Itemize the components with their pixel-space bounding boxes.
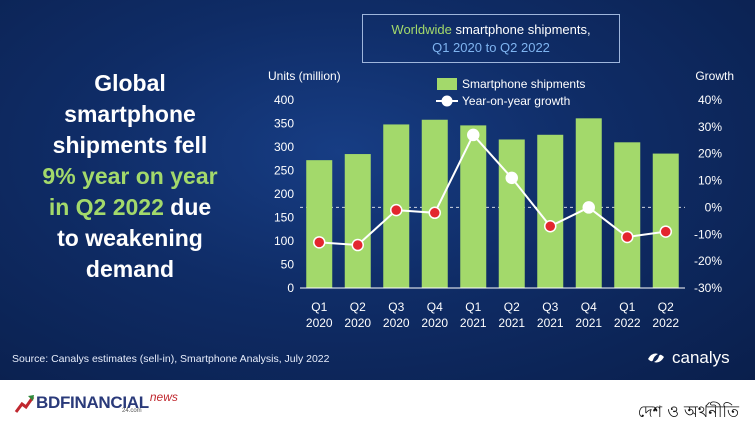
x-tick-label-quarter: Q3 — [388, 300, 404, 314]
right-tick-label: 20% — [698, 147, 722, 161]
x-tick-label-quarter: Q1 — [465, 300, 481, 314]
left-axis-title: Units (million) — [268, 69, 341, 83]
bar — [498, 139, 525, 288]
bdf-wordmark: BDFINANCIAL — [36, 393, 149, 412]
growth-point — [390, 203, 403, 217]
headline-highlight: 9% year on year — [42, 163, 218, 189]
right-tick-label: -30% — [694, 281, 722, 295]
left-tick-label: 200 — [274, 187, 294, 201]
x-tick-label-year: 2022 — [614, 316, 641, 330]
growth-point — [313, 236, 326, 249]
growth-point — [351, 238, 364, 252]
bar — [306, 160, 333, 288]
source-note: Source: Canalys estimates (sell-in), Sma… — [12, 353, 330, 365]
x-tick-label-year: 2020 — [421, 316, 448, 330]
right-axis-title: Growth — [695, 69, 734, 83]
right-tick-label: 0% — [705, 200, 723, 214]
chart-title-box: Worldwide smartphone shipments, Q1 2020 … — [362, 14, 620, 63]
x-tick-label-year: 2021 — [460, 316, 487, 330]
title-highlight: Worldwide — [391, 22, 452, 37]
x-tick-label-quarter: Q2 — [504, 300, 520, 314]
bar — [344, 154, 371, 288]
bar — [460, 125, 487, 288]
infographic-panel: Global smartphone shipments fell 9% year… — [0, 0, 755, 380]
headline-text: due — [163, 194, 212, 220]
headline-line: demand — [85, 256, 175, 282]
brand-name: canalys — [672, 348, 730, 367]
bar — [537, 134, 564, 288]
headline-line: to weakening — [57, 225, 203, 251]
x-tick-label-year: 2020 — [383, 316, 410, 330]
x-tick-label-year: 2021 — [537, 316, 564, 330]
left-tick-label: 150 — [274, 211, 294, 225]
left-tick-label: 50 — [281, 258, 295, 272]
growth-arrow-icon — [14, 395, 35, 413]
left-tick-label: 350 — [274, 117, 294, 131]
title-text: smartphone shipments, — [451, 22, 591, 37]
x-tick-label-year: 2020 — [306, 316, 333, 330]
left-tick-label: 100 — [274, 234, 294, 248]
chart-title-line2: Q1 2020 to Q2 2022 — [432, 40, 550, 55]
growth-line — [319, 133, 666, 247]
footer-bar — [0, 380, 755, 425]
legend-label-shipments: Smartphone shipments — [462, 77, 585, 91]
growth-point — [428, 206, 441, 220]
growth-point — [659, 225, 672, 238]
bar — [421, 119, 448, 289]
bdf-domain: 24.com — [122, 408, 142, 414]
x-tick-label-quarter: Q2 — [350, 300, 366, 314]
left-tick-label: 250 — [274, 164, 294, 178]
left-tick-label: 0 — [287, 281, 294, 295]
bangla-tagline: দেশ ও অর্থনীতি — [637, 402, 739, 421]
x-tick-label-quarter: Q4 — [427, 300, 443, 314]
growth-point — [582, 201, 595, 214]
legend-bar-swatch — [437, 78, 457, 90]
x-tick-label-quarter: Q1 — [311, 300, 327, 314]
x-tick-label-quarter: Q1 — [619, 300, 635, 314]
left-tick-label: 400 — [274, 93, 294, 107]
right-tick-label: 10% — [698, 174, 722, 188]
x-tick-label-year: 2021 — [498, 316, 525, 330]
legend-line-marker — [441, 95, 453, 107]
growth-point — [467, 128, 480, 142]
headline-line: smartphone — [64, 101, 196, 127]
bdf-news: news — [149, 390, 178, 404]
headline: Global smartphone shipments fell 9% year… — [14, 68, 246, 285]
headline-line: Global — [94, 70, 166, 96]
right-tick-label: -20% — [694, 254, 722, 268]
headline-line: in Q2 2022 due — [14, 192, 246, 223]
headline-highlight: in Q2 2022 — [48, 194, 164, 220]
x-tick-label-year: 2020 — [344, 316, 371, 330]
chart-title-line1: Worldwide smartphone shipments, — [363, 21, 619, 39]
right-tick-label: 40% — [698, 93, 722, 107]
canalys-logo: canalys — [646, 348, 730, 368]
canalys-swirl-icon — [648, 353, 664, 363]
right-tick-label: -10% — [694, 227, 722, 241]
right-tick-label: 30% — [698, 120, 722, 134]
bar — [614, 142, 641, 288]
headline-line: shipments fell — [52, 132, 208, 158]
growth-point — [505, 171, 518, 185]
chart-svg: 0 50 100 150 200 250 300 350 400 -30% -20% -10% 0% 10… — [268, 69, 734, 330]
growth-point — [544, 219, 557, 233]
growth-point — [621, 230, 634, 244]
bar — [652, 153, 679, 288]
x-tick-label-quarter: Q2 — [658, 300, 674, 314]
left-tick-label: 300 — [274, 140, 294, 154]
legend-label-growth: Year-on-year growth — [462, 94, 570, 108]
x-tick-label-quarter: Q4 — [581, 300, 597, 314]
x-tick-label-year: 2021 — [575, 316, 602, 330]
bdfinancial-logo: BDFINANCIAL news 24.com — [14, 390, 178, 414]
x-tick-label-year: 2022 — [652, 316, 679, 330]
x-tick-label-quarter: Q3 — [542, 300, 558, 314]
